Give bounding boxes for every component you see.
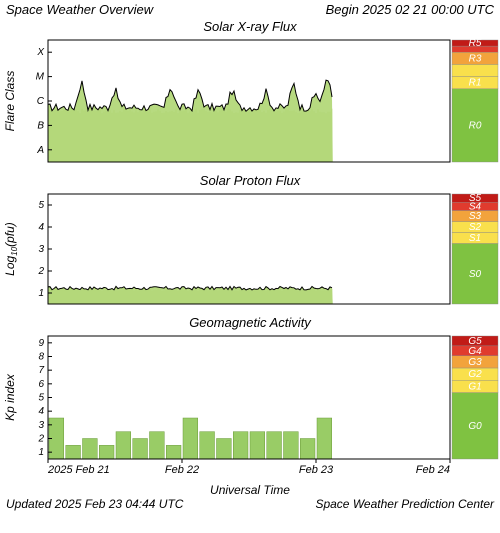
svg-text:Kp index: Kp index [3,373,17,421]
svg-text:2025 Feb 21: 2025 Feb 21 [47,464,110,476]
svg-text:3: 3 [38,244,44,255]
svg-text:1: 1 [38,447,44,458]
svg-text:G3: G3 [468,357,482,368]
svg-text:3: 3 [38,420,44,431]
svg-text:2: 2 [37,266,44,277]
svg-text:S5: S5 [469,193,482,204]
source-label: Space Weather Prediction Center [315,497,494,511]
svg-text:2: 2 [37,434,44,445]
proton-flux-panel: S0S1S2S3S4S554321Log10(pfu) [0,190,500,313]
svg-text:4: 4 [38,406,44,417]
svg-text:G0: G0 [468,421,482,432]
x-axis-label: Universal Time [0,483,500,497]
svg-text:8: 8 [38,352,44,363]
updated-time: Updated 2025 Feb 23 04:44 UTC [6,497,183,511]
svg-text:4: 4 [38,222,44,233]
svg-text:A: A [36,145,44,156]
svg-text:5: 5 [38,200,44,211]
svg-text:Feb 22: Feb 22 [165,464,199,476]
svg-text:G2: G2 [468,369,482,380]
svg-text:1: 1 [38,288,44,299]
svg-text:X: X [36,47,44,58]
panel3-title: Geomagnetic Activity [0,315,500,330]
svg-text:9: 9 [38,338,44,349]
svg-text:Feb 23: Feb 23 [299,464,334,476]
geomagnetic-panel: G0 G1G2G3G4G5 9 8 7 6 5 4 3 2 1 Kp index 2025 Feb 21… [0,332,500,482]
panel2-title: Solar Proton Flux [0,173,500,188]
svg-text:R5: R5 [469,38,482,49]
svg-text:S2: S2 [469,222,482,233]
page-title: Space Weather Overview [6,2,153,17]
svg-text:R1: R1 [469,78,482,89]
svg-text:G5: G5 [468,336,482,347]
svg-text:B: B [37,120,44,131]
svg-text:7: 7 [38,365,44,376]
svg-text:Feb 24: Feb 24 [416,464,450,476]
xray-flux-panel: R0 R1 R3 R5 X M C B A Flare Class [0,36,500,171]
svg-text:5: 5 [38,393,44,404]
svg-text:Log10(pfu): Log10(pfu) [3,222,19,276]
begin-time: Begin 2025 02 21 00:00 UTC [326,2,494,17]
svg-text:Flare Class: Flare Class [3,71,17,132]
panel1-title: Solar X-ray Flux [0,19,500,34]
svg-text:R0: R0 [469,120,482,131]
svg-text:M: M [36,72,45,83]
svg-text:S3: S3 [469,211,482,222]
svg-text:C: C [37,96,45,107]
svg-text:G4: G4 [468,346,482,357]
svg-text:S0: S0 [469,269,482,280]
svg-text:S1: S1 [469,233,481,244]
svg-text:R3: R3 [469,53,482,64]
svg-text:G1: G1 [468,381,481,392]
svg-text:6: 6 [38,379,44,390]
